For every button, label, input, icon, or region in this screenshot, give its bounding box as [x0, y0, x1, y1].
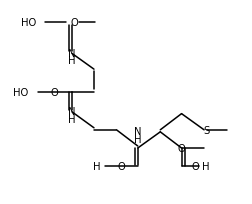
Text: H: H	[68, 114, 75, 124]
Text: O: O	[50, 87, 58, 97]
Text: O: O	[177, 143, 185, 153]
Text: H: H	[92, 161, 100, 171]
Text: O: O	[191, 161, 199, 171]
Text: O: O	[70, 18, 78, 28]
Text: N: N	[68, 106, 75, 116]
Text: HO: HO	[21, 18, 36, 28]
Text: H: H	[134, 134, 141, 144]
Text: H: H	[68, 56, 75, 66]
Text: N: N	[134, 127, 141, 136]
Text: S: S	[202, 125, 208, 135]
Text: O: O	[117, 161, 125, 171]
Text: HO: HO	[13, 87, 28, 97]
Text: H: H	[201, 161, 208, 171]
Text: N: N	[68, 48, 75, 58]
